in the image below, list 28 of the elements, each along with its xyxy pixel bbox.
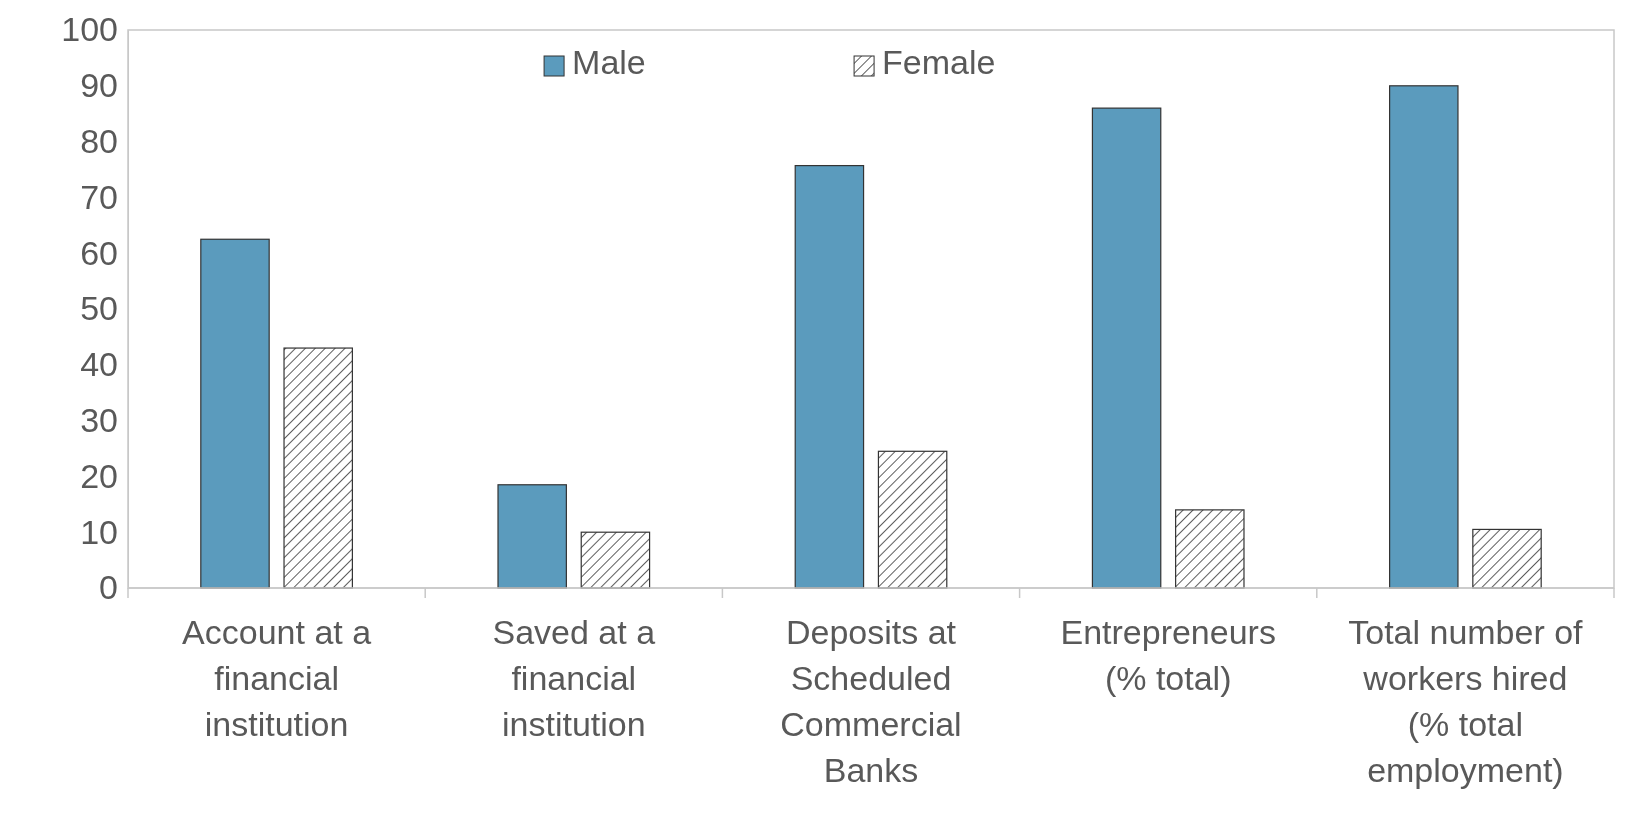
bar bbox=[877, 450, 948, 589]
bar bbox=[200, 238, 270, 589]
x-tick-label: Total number of workers hired (% total employment) bbox=[1348, 613, 1584, 789]
x-tick-label: Saved at a financial institution bbox=[492, 613, 656, 743]
bar bbox=[1389, 85, 1459, 589]
y-tick-label: 60 bbox=[80, 233, 118, 272]
legend-label: Male bbox=[572, 43, 646, 81]
y-tick-label: 30 bbox=[80, 400, 118, 439]
x-tick-label: Entrepreneurs (% total) bbox=[1060, 613, 1276, 697]
y-tick-label: 70 bbox=[80, 177, 118, 216]
y-tick-label: 90 bbox=[80, 66, 118, 105]
y-tick-label: 0 bbox=[99, 568, 118, 607]
x-tick-label: Account at a financial institution bbox=[182, 613, 372, 743]
bar bbox=[497, 484, 567, 589]
legend-label: Female bbox=[882, 43, 996, 81]
bar bbox=[1175, 509, 1245, 589]
y-tick-label: 100 bbox=[61, 10, 118, 49]
y-tick-label: 50 bbox=[80, 289, 118, 328]
y-tick-label: 20 bbox=[80, 456, 118, 495]
bar bbox=[283, 347, 353, 589]
y-tick-label: 40 bbox=[80, 345, 118, 384]
bar bbox=[794, 164, 865, 589]
x-tick-label: Deposits at Scheduled Commercial Banks bbox=[780, 613, 962, 789]
bar bbox=[1091, 107, 1162, 589]
bar bbox=[1472, 528, 1542, 589]
y-tick-label: 10 bbox=[80, 512, 118, 551]
y-tick-label: 80 bbox=[80, 121, 118, 160]
bar bbox=[580, 531, 651, 589]
